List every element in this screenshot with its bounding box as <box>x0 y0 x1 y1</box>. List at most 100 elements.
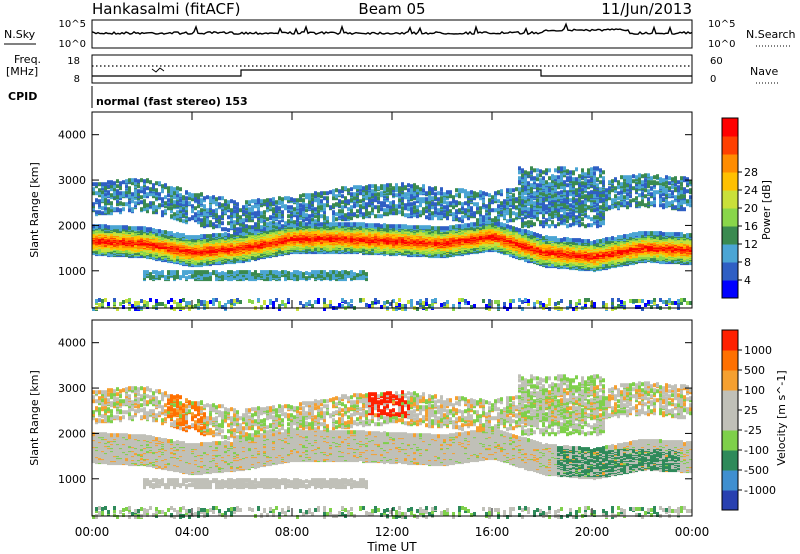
power-cell <box>158 192 161 197</box>
power-cell <box>101 198 104 203</box>
power-cell <box>332 218 335 223</box>
power-cell <box>131 304 134 308</box>
power-cell <box>248 214 251 219</box>
power-cell <box>212 222 215 227</box>
power-cell <box>371 223 374 228</box>
power-cell <box>215 213 218 218</box>
power-cell <box>359 199 362 204</box>
power-cell <box>200 218 203 223</box>
power-cell <box>311 200 314 205</box>
power-cell <box>140 299 143 303</box>
power-cell <box>128 298 131 302</box>
date-title: 11/Jun/2013 <box>601 0 692 18</box>
power-cell <box>236 270 239 275</box>
power-cell <box>128 194 131 199</box>
power-cell <box>275 200 278 205</box>
power-cell <box>149 272 152 277</box>
power-cell <box>203 273 206 278</box>
power-cell <box>173 276 176 281</box>
power-cell <box>185 270 188 275</box>
power-cell <box>338 209 341 214</box>
power-cell <box>284 221 287 226</box>
power-cell <box>140 207 143 212</box>
power-cell <box>95 299 98 303</box>
power-cell <box>401 210 404 215</box>
power-cell <box>323 207 326 212</box>
power-cell <box>128 226 131 231</box>
power-cell <box>377 223 380 228</box>
power-cell <box>161 230 164 235</box>
power-cell <box>410 303 413 307</box>
power-cell <box>416 197 419 202</box>
power-cell <box>176 210 179 215</box>
power-cell <box>311 197 314 202</box>
power-cell <box>119 302 122 306</box>
power-cell <box>155 181 158 186</box>
power-cell <box>293 198 296 203</box>
power-cell <box>308 193 311 198</box>
power-cell <box>344 199 347 204</box>
power-cell <box>236 202 239 207</box>
power-cell <box>173 212 176 217</box>
power-cell <box>281 300 284 304</box>
power-cell <box>380 201 383 206</box>
power-cell <box>251 229 254 234</box>
power-cell <box>173 233 176 238</box>
power-cell <box>227 270 230 275</box>
power-cell <box>134 201 137 206</box>
power-cell <box>272 197 275 202</box>
power-cell <box>146 227 149 232</box>
power-cell <box>362 298 365 302</box>
power-cell <box>239 215 242 220</box>
power-cell <box>257 222 260 227</box>
power-cell <box>374 198 377 203</box>
power-cell <box>398 198 401 203</box>
power-cell <box>302 198 305 203</box>
power-cell <box>230 208 233 213</box>
power-cell <box>386 224 389 229</box>
power-cell <box>182 213 185 218</box>
power-cell <box>203 234 206 239</box>
power-cell <box>98 303 101 307</box>
power-cell <box>152 228 155 233</box>
power-cell <box>197 299 200 303</box>
power-cell <box>356 222 359 227</box>
power-cell <box>305 193 308 198</box>
power-cell <box>305 217 308 222</box>
freq-label: Freq. <box>14 53 41 66</box>
power-cell <box>299 194 302 199</box>
power-cell <box>296 201 299 206</box>
power-cell <box>239 300 242 304</box>
power-cell <box>266 305 269 309</box>
power-cell <box>425 215 428 220</box>
power-cell <box>350 299 353 303</box>
power-cell <box>329 222 332 227</box>
power-cell <box>362 186 365 191</box>
power-cell <box>176 270 179 275</box>
power-cell <box>248 225 251 230</box>
power-cell <box>95 198 98 203</box>
power-cell <box>188 307 191 311</box>
freq-trace <box>92 69 692 77</box>
power-cell <box>365 205 368 210</box>
power-cell <box>281 224 284 229</box>
power-cell <box>152 275 155 280</box>
power-cell <box>200 223 203 228</box>
power-cell <box>353 272 356 277</box>
power-cell <box>152 270 155 275</box>
power-cell <box>233 224 236 229</box>
power-cell <box>380 224 383 229</box>
power-cell <box>269 299 272 303</box>
power-cell <box>107 184 110 189</box>
power-cell <box>317 200 320 205</box>
power-cell <box>311 222 314 227</box>
power-cell <box>359 207 362 212</box>
power-cell <box>185 235 188 240</box>
power-cell <box>266 201 269 206</box>
power-cell <box>425 298 428 302</box>
power-cell <box>110 187 113 192</box>
power-cell <box>98 210 101 215</box>
power-cell <box>230 225 233 230</box>
power-cell <box>143 300 146 304</box>
power-cell <box>296 222 299 227</box>
